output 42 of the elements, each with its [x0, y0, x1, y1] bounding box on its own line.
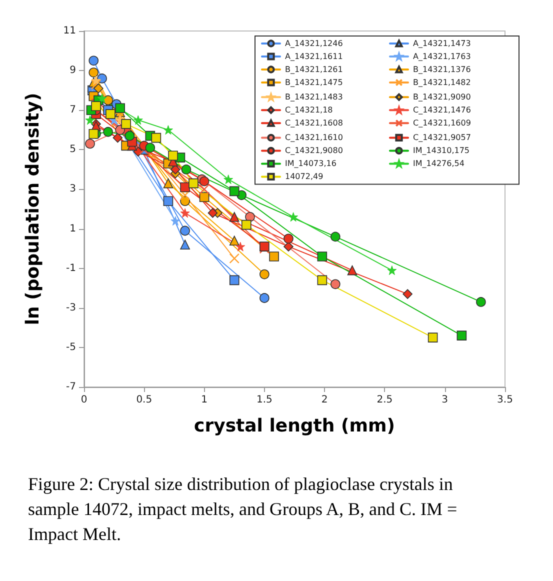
- legend-label: IM_14276,54: [413, 159, 464, 168]
- legend-label: B_14321,1261: [285, 65, 343, 74]
- caption: Figure 2: Crystal size distribution of plagioclase crystals in sample 14072, impact melts, and Groups A, B, and C. IM = Impact Melt.: [28, 473, 458, 546]
- y-tick-label: -1: [66, 262, 76, 274]
- y-tick-label: -3: [66, 302, 76, 314]
- legend-label: A_14321,1763: [413, 52, 471, 61]
- y-axis-title: ln (population density): [22, 92, 44, 326]
- x-tick-label: 0.5: [136, 394, 152, 406]
- legend-label: C_14321,18: [285, 106, 333, 115]
- y-tick-label: 9: [70, 65, 76, 76]
- legend-label: B_14321,1475: [285, 78, 343, 87]
- x-tick-label: 1.5: [256, 394, 272, 406]
- y-tick-label: -7: [66, 382, 76, 392]
- x-tick-label: 3: [442, 394, 448, 406]
- y-tick-label: 1: [70, 223, 76, 234]
- legend-label: C_14321,1476: [413, 106, 471, 115]
- x-tick-label: 2: [321, 394, 328, 406]
- legend-label: C_14321,1609: [413, 118, 471, 128]
- legend-label: A_14321,1246: [285, 39, 343, 48]
- legend-label: B_14321,1483: [285, 92, 343, 102]
- legend-label: IM_14073,16: [285, 159, 336, 168]
- x-tick-label: 0: [80, 394, 88, 406]
- y-tick-label: 5: [70, 144, 76, 156]
- x-tick-label: 1: [201, 394, 208, 406]
- legend-label: C_14321,9080: [285, 146, 343, 156]
- legend-label: A_14321,1611: [285, 52, 343, 61]
- legend-label: C_14321,1608: [285, 118, 343, 128]
- y-tick-label: 3: [70, 184, 76, 195]
- x-axis-title: crystal length (mm): [194, 416, 395, 436]
- x-tick-label: 2.5: [376, 394, 393, 406]
- legend-label: A_14321,1473: [413, 39, 471, 48]
- y-tick-label: 11: [63, 26, 76, 36]
- legend-label: C_14321,1610: [285, 133, 343, 142]
- legend-label: B_14321,1482: [413, 78, 471, 87]
- x-tick-label: 3.5: [497, 394, 513, 406]
- y-tick-label: -5: [66, 342, 76, 353]
- legend-label: C_14321,9057: [413, 133, 471, 142]
- legend-label: B_14321,9090: [413, 92, 471, 102]
- y-tick-label: 7: [70, 104, 76, 116]
- legend-label: B_14321,1376: [413, 65, 471, 74]
- legend-label: IM_14310,175: [413, 146, 470, 156]
- legend-label: 14072,49: [285, 172, 324, 182]
